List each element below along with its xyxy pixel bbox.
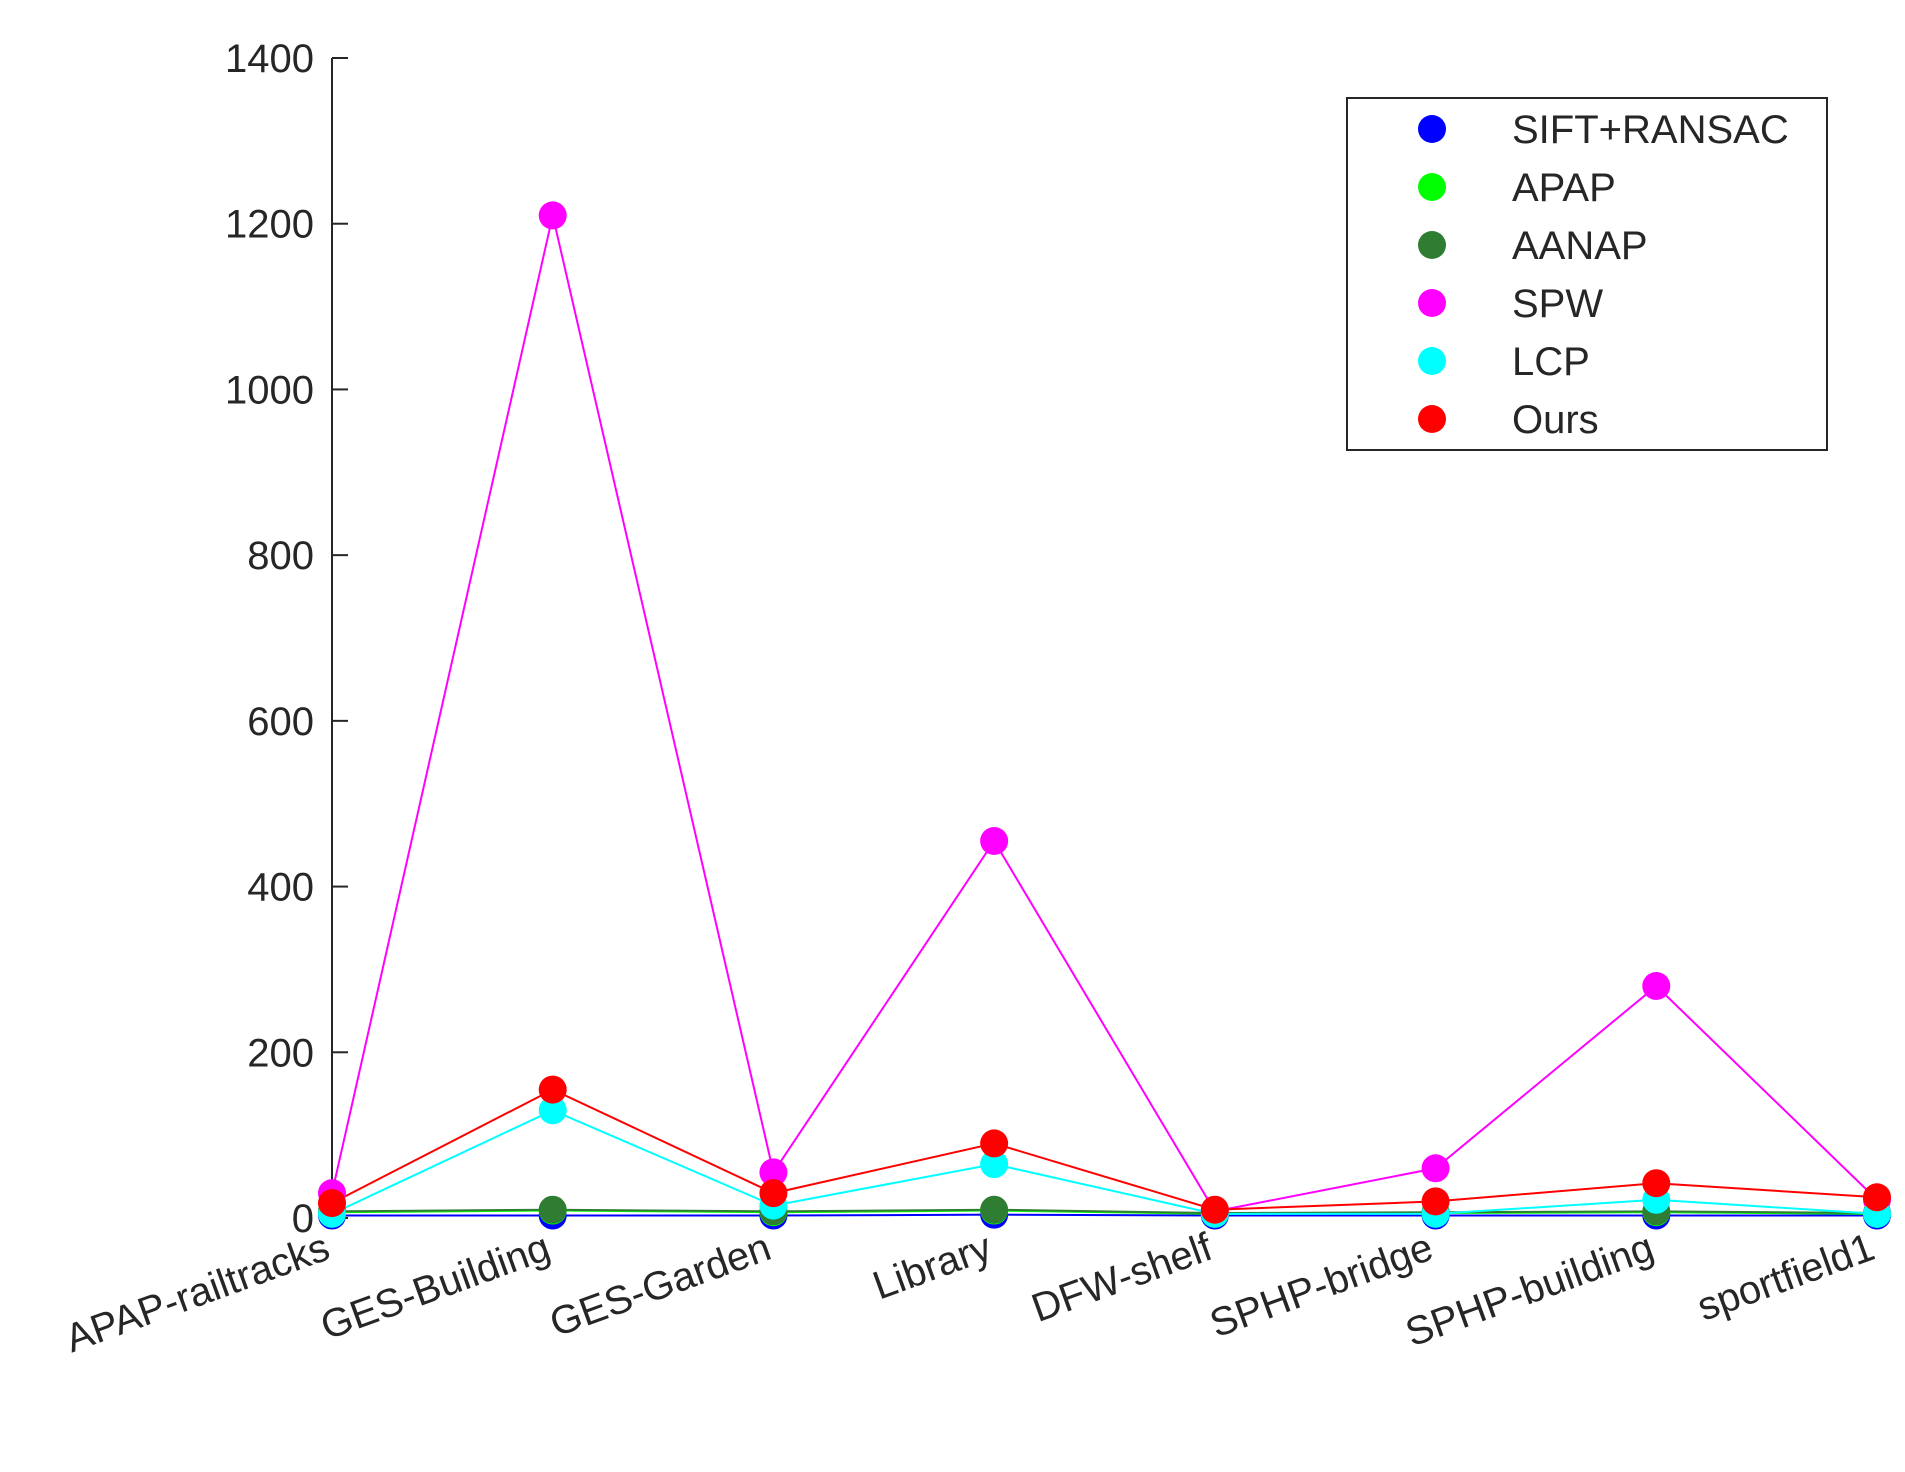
series-line	[332, 1213, 1877, 1217]
legend-marker	[1418, 405, 1446, 433]
x-tick-label: GES-Building	[315, 1225, 556, 1348]
data-point	[1642, 972, 1671, 1000]
legend-marker	[1418, 115, 1446, 143]
series-line	[331, 215, 1878, 1213]
y-tick-label: 400	[247, 866, 314, 910]
legend-marker	[1418, 231, 1446, 259]
x-tick-label: SPHP-bridge	[1204, 1225, 1438, 1346]
series-spw	[331, 215, 1878, 1213]
y-tick-label: 1000	[225, 368, 314, 412]
data-point	[980, 1195, 1009, 1224]
data-point	[1200, 1195, 1229, 1224]
x-tick-label: DFW-shelf	[1026, 1225, 1219, 1331]
legend-box	[1346, 97, 1828, 451]
series-line	[331, 1088, 1878, 1211]
legend: SIFT+RANSAC APAP AANAP SPW LCP Ours	[1346, 97, 1828, 451]
data-point	[1642, 1169, 1671, 1198]
y-tick-label: 200	[247, 1031, 314, 1075]
legend-label: SPW	[1512, 282, 1603, 326]
series-sift-ransac	[332, 1213, 1877, 1217]
y-tick-label: 600	[247, 700, 314, 744]
legend-marker	[1418, 173, 1446, 201]
data-point	[538, 1096, 567, 1125]
y-tick-label: 800	[247, 534, 314, 578]
data-point	[318, 1189, 346, 1218]
y-tick-label: 0	[292, 1197, 314, 1241]
legend-label: SIFT+RANSAC	[1512, 108, 1789, 152]
series-line	[331, 1208, 1878, 1215]
x-tick-label: GES-Garden	[544, 1225, 776, 1345]
data-point	[759, 1179, 788, 1208]
series-lcp	[331, 1109, 1878, 1215]
legend-marker	[1418, 289, 1446, 317]
x-tick-label: sportfield1	[1692, 1225, 1880, 1329]
x-tick-label: SPHP-building	[1400, 1225, 1660, 1355]
legend-label: AANAP	[1512, 224, 1648, 268]
legend-marker	[1418, 347, 1446, 375]
y-tick-label: 1200	[225, 203, 314, 247]
data-point	[759, 1158, 788, 1187]
data-point	[538, 201, 567, 230]
markers-ours	[318, 1075, 1891, 1224]
data-point	[1863, 1183, 1891, 1212]
x-tick-label: APAP-railtracks	[60, 1225, 335, 1361]
series-line	[331, 1109, 1878, 1215]
data-point	[980, 827, 1009, 855]
series-ours	[331, 1088, 1878, 1211]
data-point	[1421, 1154, 1450, 1183]
data-point	[980, 1129, 1009, 1158]
data-point	[1421, 1187, 1450, 1216]
legend-label: Ours	[1512, 398, 1599, 442]
data-point	[538, 1195, 567, 1224]
series-aanap	[331, 1208, 1878, 1215]
legend-label: APAP	[1512, 166, 1616, 210]
x-tick-label: Library	[867, 1225, 997, 1308]
data-point	[980, 1150, 1009, 1179]
y-tick-label: 1400	[225, 37, 314, 81]
legend-label: LCP	[1512, 340, 1590, 384]
data-point	[538, 1075, 567, 1104]
series-layer	[318, 201, 1891, 1230]
